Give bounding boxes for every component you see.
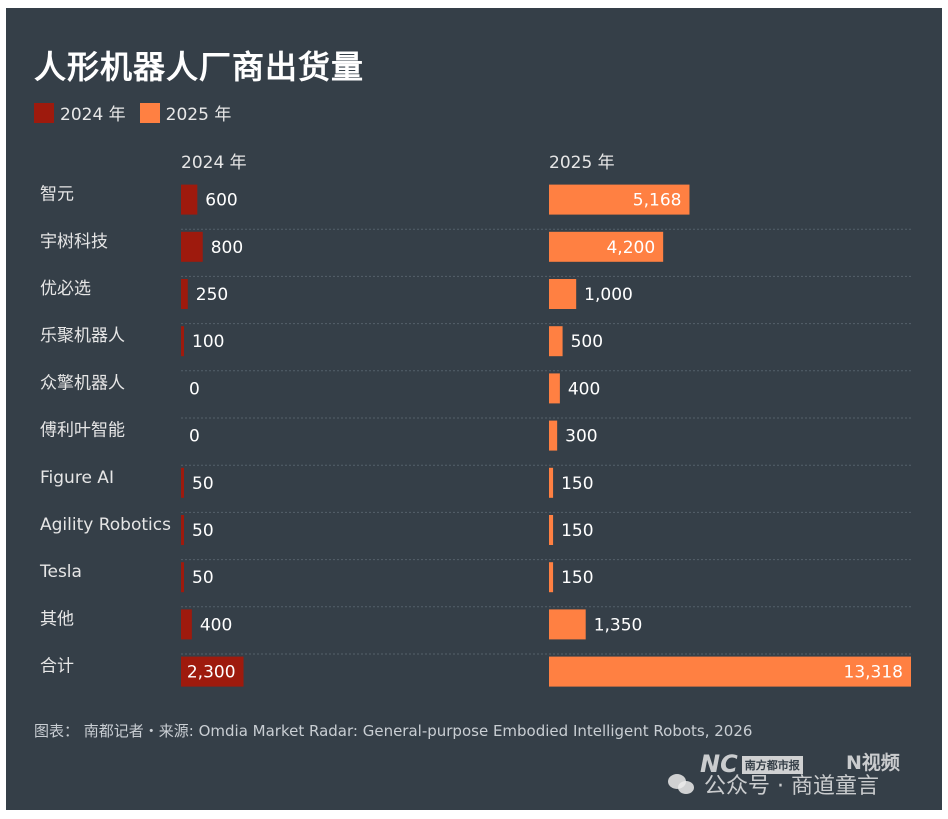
column-header-2025: 2025 年 [549, 153, 615, 173]
value-label-2025-5: 400 [568, 379, 600, 399]
bar-2025-6 [549, 420, 558, 451]
bar-2024-10 [181, 609, 192, 640]
category-label-7: Figure AI [40, 468, 114, 488]
category-label-6: 傅利叶智能 [40, 421, 125, 441]
legend-label-2024: 2024 年 [60, 105, 126, 125]
legend-item-2025: 2025 年 [139, 100, 232, 125]
bar-2024-1 [181, 184, 198, 215]
legend-swatch-2024 [34, 102, 54, 123]
category-label-9: Tesla [39, 562, 82, 582]
value-label-2024-2: 800 [211, 238, 243, 258]
wechat-icon [668, 772, 696, 796]
bar-2025-5 [549, 373, 560, 404]
bar-2025-1 [549, 184, 690, 215]
category-label-11: 合计 [40, 657, 74, 677]
value-label-2024-9: 50 [192, 568, 214, 588]
legend-swatch-2025 [139, 102, 160, 123]
value-label-2024-4: 100 [192, 332, 224, 352]
bar-2024-2 [181, 231, 203, 262]
bar-2025-9 [549, 562, 554, 593]
value-label-2024-11: 2,300 [187, 663, 236, 683]
ndcb-logo-text: NC [700, 750, 738, 778]
bar-2024-3 [181, 279, 188, 309]
bar-2024-7 [181, 467, 184, 498]
value-label-2025-6: 300 [565, 427, 597, 447]
wechat-account-watermark: 公众号 · 商道童言 [668, 768, 879, 800]
value-label-2025-8: 150 [561, 521, 593, 541]
legend-label-2025: 2025 年 [165, 105, 232, 125]
value-label-2025-9: 150 [561, 568, 593, 588]
value-label-2024-10: 400 [200, 615, 232, 635]
bar-2025-4 [549, 326, 563, 357]
category-label-10: 其他 [40, 609, 74, 629]
value-label-2025-7: 150 [561, 474, 593, 494]
ndcb-logo-watermark: NC 南方都市报 [700, 750, 803, 778]
wechat-account-label: 公众号 · 商道童言 [704, 774, 879, 799]
value-label-2025-2: 4,200 [606, 238, 655, 258]
bar-chart: 智元 600 5,168 宇树科技 800 4,200 优必选 250 1,000 乐聚机器人 10… [39, 184, 912, 687]
value-label-2025-11: 13,318 [844, 663, 903, 683]
value-label-2024-5: 0 [189, 379, 200, 399]
category-label-2: 宇树科技 [40, 232, 108, 252]
value-label-2024-8: 50 [192, 521, 214, 541]
source-footnote: 图表： 南都记者・来源: Omdia Market Radar: General… [34, 722, 753, 740]
legend: 2024 年 2025 年 [34, 100, 245, 125]
bar-2025-11 [549, 656, 911, 687]
column-header-2024: 2024 年 [181, 153, 247, 173]
ndcb-logo-box: 南方都市报 [741, 756, 803, 774]
category-label-5: 众擎机器人 [40, 373, 125, 393]
value-label-2025-3: 1,000 [584, 285, 633, 305]
bar-2024-4 [181, 326, 184, 357]
value-label-2024-3: 250 [196, 285, 228, 305]
chart-title: 人形机器人厂商出货量 [34, 48, 365, 86]
category-label-8: Agility Robotics [40, 515, 171, 535]
bar-2025-10 [549, 609, 586, 640]
value-label-2025-4: 500 [571, 332, 603, 352]
bar-2025-8 [549, 515, 554, 545]
category-label-4: 乐聚机器人 [40, 326, 125, 346]
value-label-2025-1: 5,168 [633, 191, 682, 211]
bar-2025-7 [549, 467, 554, 498]
value-label-2024-1: 600 [205, 191, 237, 211]
nvideo-logo-watermark: N视频 [846, 752, 900, 774]
value-label-2025-10: 1,350 [594, 615, 643, 635]
category-label-3: 优必选 [40, 279, 91, 299]
value-label-2024-7: 50 [192, 474, 214, 494]
bar-2024-9 [181, 562, 184, 593]
bar-2024-8 [181, 515, 184, 545]
bar-2024-11 [181, 656, 244, 687]
category-label-1: 智元 [40, 185, 74, 205]
value-label-2024-6: 0 [189, 427, 200, 447]
bar-2025-2 [549, 231, 664, 262]
legend-item-2024: 2024 年 [34, 100, 126, 125]
bar-2025-3 [549, 279, 577, 309]
